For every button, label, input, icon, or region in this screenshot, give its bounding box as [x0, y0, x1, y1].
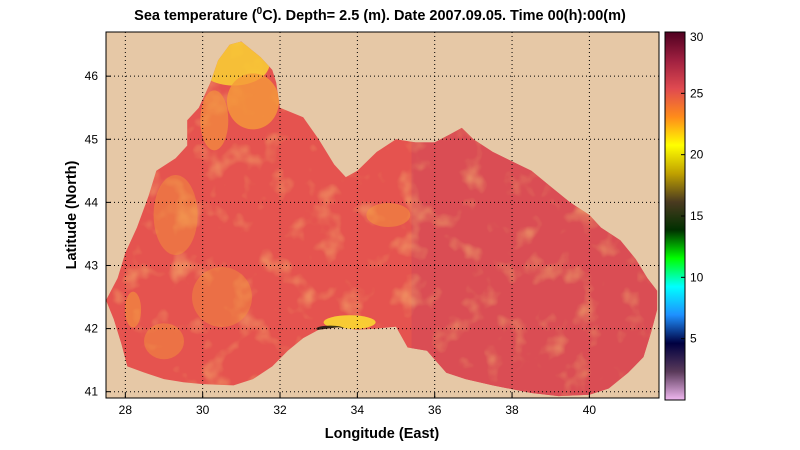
y-tick-label: 41 — [85, 385, 99, 399]
title-prefix: Sea temperature ( — [134, 7, 257, 24]
colorbar-tick-label: 30 — [690, 30, 704, 44]
colorbar-ticks: 5 10 15 20 25 30 — [681, 30, 704, 346]
map-frame — [105, 31, 660, 399]
y-axis-ticks: 41 42 43 44 45 46 — [85, 69, 111, 399]
x-axis-title: Longitude (East) — [325, 426, 440, 442]
colorbar-tick-label: 15 — [690, 209, 704, 223]
y-tick-label: 44 — [85, 195, 99, 209]
title-suffix: C). Depth= 2.5 (m). Date 2007.09.05. Tim… — [262, 7, 626, 24]
shelf-warm-waters — [125, 41, 411, 360]
chart-title: Sea temperature (0C). Depth= 2.5 (m). Da… — [0, 6, 760, 24]
y-axis-title: Latitude (North) — [64, 160, 80, 269]
title-degree-sup: 0 — [256, 6, 263, 17]
x-tick-label: 32 — [273, 403, 287, 417]
y-tick-label: 42 — [85, 322, 99, 336]
x-tick-label: 40 — [583, 403, 597, 417]
x-axis-ticks: 28 30 32 34 36 38 40 — [119, 393, 597, 417]
y-tick-label: 46 — [85, 69, 99, 83]
map-grid — [106, 32, 659, 398]
colorbar-tick-label: 10 — [690, 270, 704, 284]
y-tick-label: 43 — [85, 258, 99, 272]
colorbar-tick-label: 5 — [690, 332, 697, 346]
y-tick-label: 45 — [85, 132, 99, 146]
x-tick-label: 36 — [428, 403, 442, 417]
x-tick-label: 34 — [351, 403, 365, 417]
x-tick-label: 28 — [119, 403, 133, 417]
x-tick-label: 30 — [196, 403, 210, 417]
x-tick-label: 38 — [505, 403, 519, 417]
colorbar-tick-label: 25 — [690, 86, 704, 100]
colorbar-tick-label: 20 — [690, 148, 704, 162]
